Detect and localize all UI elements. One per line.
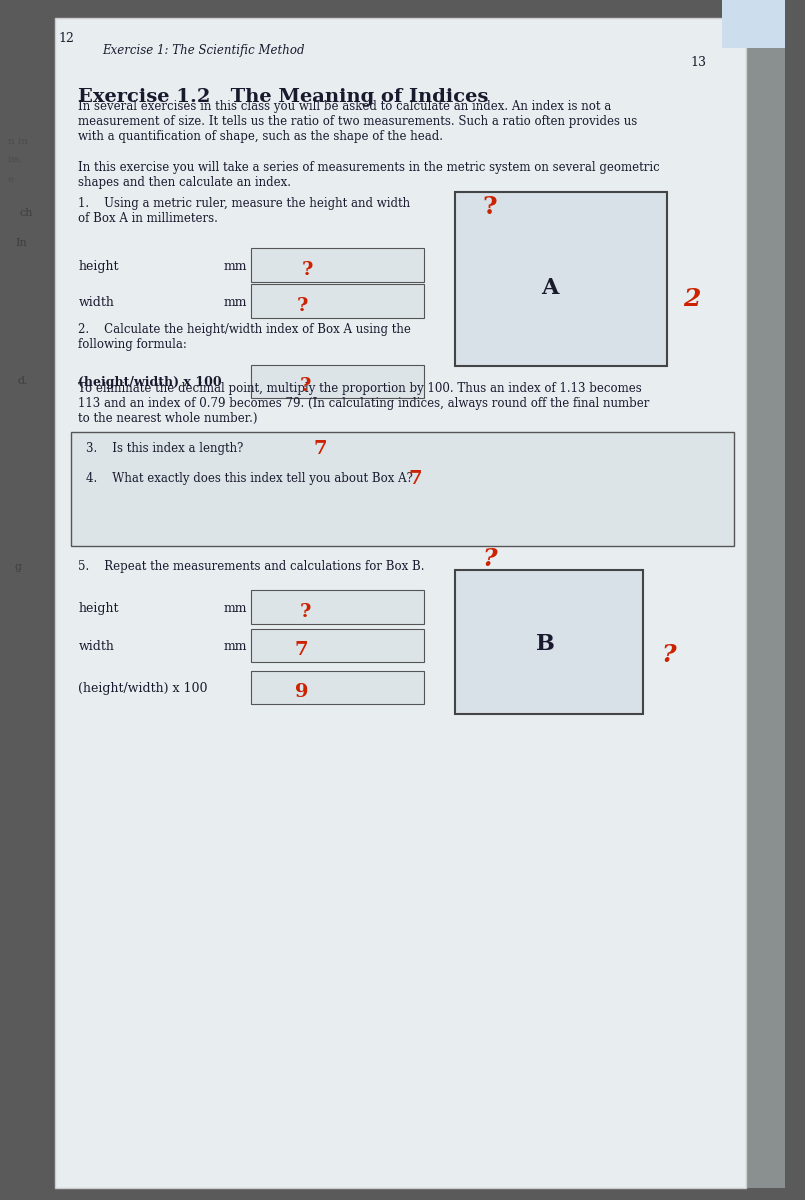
Text: (height/width) x 100: (height/width) x 100 bbox=[78, 683, 208, 696]
Text: height: height bbox=[78, 602, 119, 614]
Text: mm: mm bbox=[224, 260, 247, 272]
Text: mm: mm bbox=[224, 296, 247, 308]
Text: g: g bbox=[14, 562, 21, 572]
FancyBboxPatch shape bbox=[55, 18, 745, 1188]
FancyBboxPatch shape bbox=[455, 570, 643, 714]
Text: e: e bbox=[8, 175, 14, 185]
Text: 7: 7 bbox=[314, 439, 328, 457]
Text: 13: 13 bbox=[691, 56, 707, 68]
Text: ?: ? bbox=[299, 377, 312, 395]
Text: Exercise 1: The Scientific Method: Exercise 1: The Scientific Method bbox=[102, 44, 304, 56]
FancyBboxPatch shape bbox=[251, 590, 423, 624]
Text: 2: 2 bbox=[683, 287, 700, 311]
Text: height: height bbox=[78, 260, 119, 272]
Text: ?: ? bbox=[299, 602, 312, 620]
Text: ch: ch bbox=[19, 208, 33, 218]
FancyBboxPatch shape bbox=[251, 365, 423, 398]
Text: mm: mm bbox=[224, 602, 247, 614]
Bar bbox=[722, 0, 785, 48]
Text: 1.    Using a metric ruler, measure the height and width
of Box A in millimeters: 1. Using a metric ruler, measure the hei… bbox=[78, 197, 411, 226]
Text: 4.    What exactly does this index tell you about Box A?: 4. What exactly does this index tell you… bbox=[86, 473, 413, 485]
FancyBboxPatch shape bbox=[455, 192, 667, 366]
FancyBboxPatch shape bbox=[251, 284, 423, 318]
Text: (height/width) x 100: (height/width) x 100 bbox=[78, 377, 222, 389]
FancyBboxPatch shape bbox=[251, 629, 423, 662]
Text: 12: 12 bbox=[59, 32, 75, 44]
Text: width: width bbox=[78, 641, 114, 653]
FancyBboxPatch shape bbox=[251, 248, 423, 282]
Text: In several exercises in this class you will be asked to calculate an index. An i: In several exercises in this class you w… bbox=[78, 100, 638, 143]
Text: 3.    Is this index a length?: 3. Is this index a length? bbox=[86, 443, 244, 455]
Text: ?: ? bbox=[302, 260, 313, 278]
FancyBboxPatch shape bbox=[251, 671, 423, 704]
Text: ?: ? bbox=[483, 194, 497, 218]
Bar bbox=[745, 18, 785, 1188]
Text: ?: ? bbox=[483, 547, 497, 571]
Text: ?: ? bbox=[296, 296, 308, 314]
Text: 2.    Calculate the height/width index of Box A using the
following formula:: 2. Calculate the height/width index of B… bbox=[78, 323, 411, 350]
Text: ns,: ns, bbox=[8, 155, 23, 164]
FancyBboxPatch shape bbox=[71, 432, 733, 546]
Text: n in: n in bbox=[8, 137, 28, 146]
Text: To eliminate the decimal point, multiply the proportion by 100. Thus an index of: To eliminate the decimal point, multiply… bbox=[78, 383, 650, 425]
Text: 5.    Repeat the measurements and calculations for Box B.: 5. Repeat the measurements and calculati… bbox=[78, 560, 425, 572]
Text: 7: 7 bbox=[295, 641, 308, 659]
Text: mm: mm bbox=[224, 641, 247, 653]
Text: width: width bbox=[78, 296, 114, 308]
Text: d.: d. bbox=[17, 376, 27, 386]
Text: A: A bbox=[541, 277, 558, 299]
Text: In this exercise you will take a series of measurements in the metric system on : In this exercise you will take a series … bbox=[78, 161, 660, 188]
Text: Exercise 1.2   The Meaning of Indices: Exercise 1.2 The Meaning of Indices bbox=[78, 88, 489, 106]
Text: In: In bbox=[15, 238, 27, 248]
Text: B: B bbox=[536, 634, 555, 655]
Text: 7: 7 bbox=[408, 469, 422, 487]
Text: ?: ? bbox=[662, 643, 676, 667]
Text: 9: 9 bbox=[295, 683, 308, 701]
